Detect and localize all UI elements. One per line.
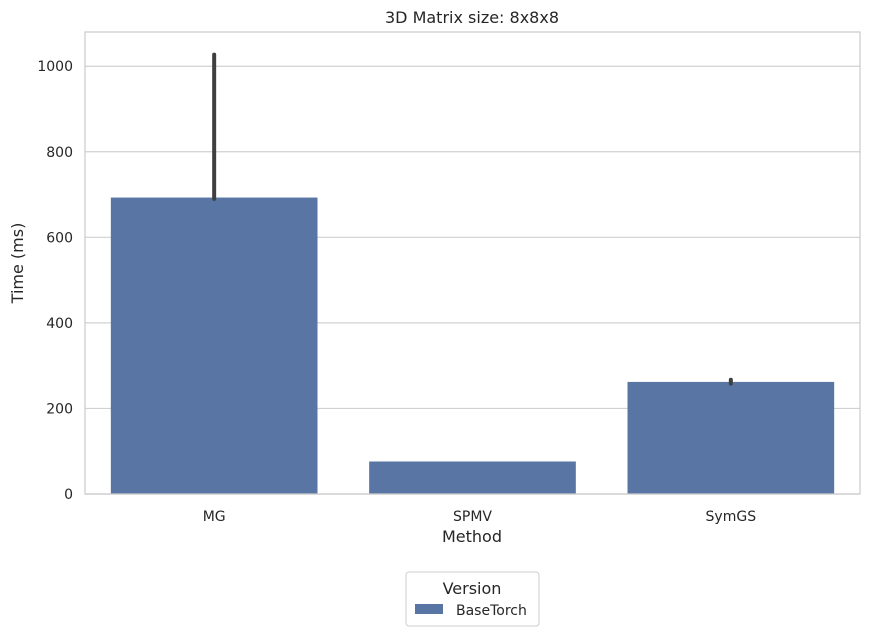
legend-label-basetorch: BaseTorch [456,603,527,619]
bars [110,52,835,495]
y-tick-label: 1000 [37,59,73,75]
legend-swatch-basetorch [415,604,443,614]
x-tick-label-symgs: SymGS [706,509,757,525]
x-tick-label-spmv: SPMV [453,509,492,525]
legend: Version BaseTorch [405,571,540,627]
bar-mg [110,197,318,495]
bar-spmv [369,461,576,494]
y-tick-label: 200 [46,401,73,417]
x-tick-label-mg: MG [203,509,226,525]
y-tick-labels: 0 200 400 600 800 1000 [37,59,73,503]
x-tick-labels: MG SPMV SymGS [203,509,757,525]
bar-symgs [627,381,835,494]
y-axis-label: Time (ms) [8,223,27,305]
plot-area-frame [84,31,861,495]
y-tick-label: 0 [64,487,73,503]
y-tick-label: 400 [46,316,73,332]
legend-title: Version [443,579,502,598]
y-tick-label: 600 [46,230,73,246]
y-tick-label: 800 [46,145,73,161]
chart-title: 3D Matrix size: 8x8x8 [385,8,559,27]
x-axis-label: Method [442,527,502,546]
